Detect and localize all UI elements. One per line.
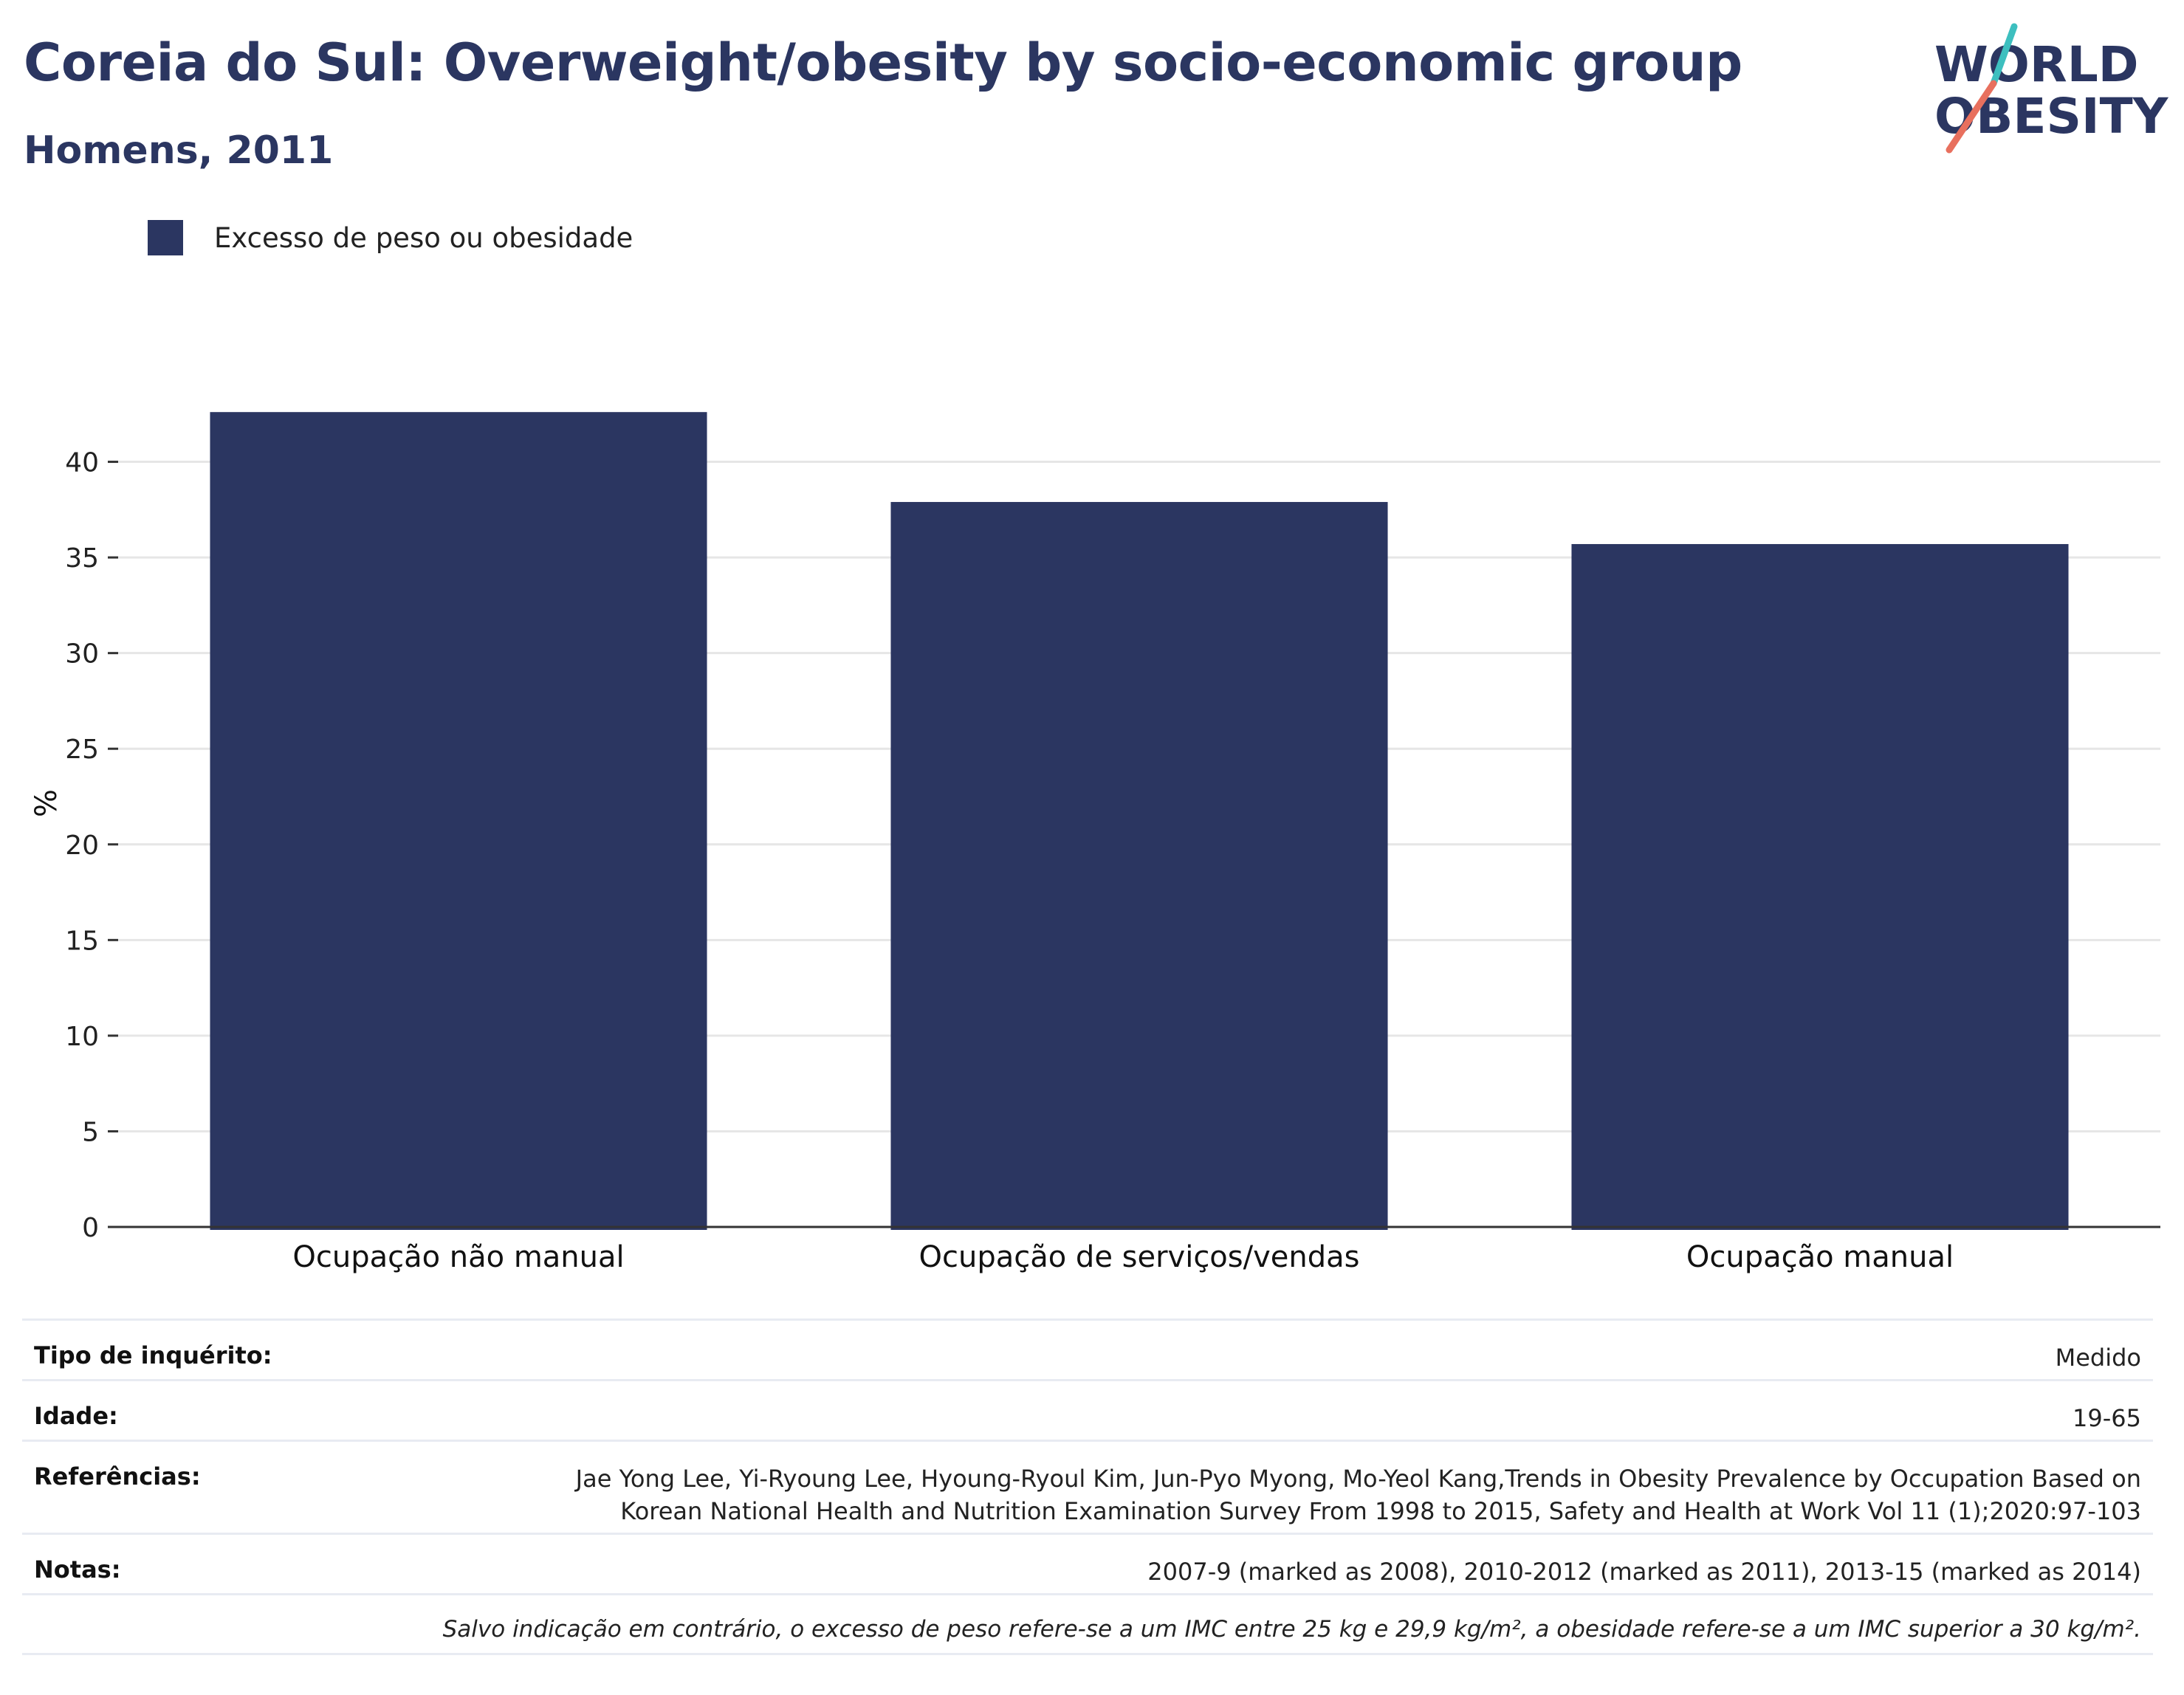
logo-slash-bottom-icon	[1946, 80, 1997, 154]
y-tick-label: 5	[82, 1117, 99, 1147]
meta-row-references: Referências: Jae Yong Lee, Yi-Ryoung Lee…	[22, 1440, 2153, 1533]
y-tick-label: 40	[65, 448, 99, 478]
bar	[210, 412, 707, 1230]
meta-row-survey-type: Tipo de inquérito: Medido	[22, 1318, 2153, 1379]
age-value: 19-65	[2073, 1404, 2141, 1432]
survey-type-label: Tipo de inquérito:	[34, 1341, 272, 1369]
x-category-label: Ocupação não manual	[292, 1240, 624, 1274]
x-category-label: Ocupação de serviços/vendas	[919, 1240, 1360, 1274]
chart-subtitle: Homens, 2011	[24, 128, 334, 173]
survey-type-value: Medido	[2055, 1344, 2141, 1372]
footnote: Salvo indicação em contrário, o excesso …	[442, 1616, 2141, 1643]
world-obesity-logo: WORLD OBESITY	[1934, 23, 2169, 154]
y-tick-label: 20	[65, 831, 99, 861]
references-label: Referências:	[34, 1462, 201, 1491]
meta-row-age: Idade: 19-65	[22, 1379, 2153, 1440]
y-tick-label: 35	[65, 543, 99, 574]
legend: Excesso de peso ou obesidade	[148, 220, 633, 255]
bar	[890, 501, 1388, 1230]
notes-value: 2007-9 (marked as 2008), 2010-2012 (mark…	[1147, 1558, 2141, 1586]
notes-label: Notas:	[34, 1555, 121, 1584]
y-tick-label: 30	[65, 639, 99, 670]
meta-row-notes: Notas: 2007-9 (marked as 2008), 2010-201…	[22, 1533, 2153, 1593]
metadata-table: Tipo de inquérito: Medido Idade: 19-65 R…	[22, 1318, 2153, 1655]
y-tick-label: 15	[65, 926, 99, 956]
references-value: Jae Yong Lee, Yi-Ryoung Lee, Hyoung-Ryou…	[576, 1462, 2141, 1527]
axes: 0 5 10 15 20 25 30 35 40 Ocupação não manual Ocupa…	[65, 448, 2160, 1274]
age-label: Idade:	[34, 1402, 118, 1430]
legend-label: Excesso de peso ou obesidade	[214, 221, 633, 254]
y-tick-label: 25	[65, 735, 99, 765]
logo-text-world: WORLD	[1934, 36, 2139, 93]
references-line-2: Korean National Health and Nutrition Exa…	[620, 1497, 2141, 1525]
meta-row-footnote: Salvo indicação em contrário, o excesso …	[22, 1593, 2153, 1655]
bar-chart: 0 5 10 15 20 25 30 35 40 Ocupação não manual Ocupa…	[30, 412, 2160, 1274]
legend-swatch	[148, 220, 183, 255]
x-category-label: Ocupação manual	[1686, 1240, 1954, 1274]
references-line-1: Jae Yong Lee, Yi-Ryoung Lee, Hyoung-Ryou…	[575, 1465, 2141, 1493]
chart-title: Coreia do Sul: Overweight/obesity by soc…	[24, 32, 1742, 93]
y-tick-label: 0	[82, 1213, 99, 1243]
y-tick-label: 10	[65, 1022, 99, 1052]
y-axis-title: %	[30, 789, 63, 817]
bars	[210, 412, 2069, 1230]
logo-slash-top-icon	[1990, 23, 2018, 87]
bar	[1571, 543, 2069, 1230]
